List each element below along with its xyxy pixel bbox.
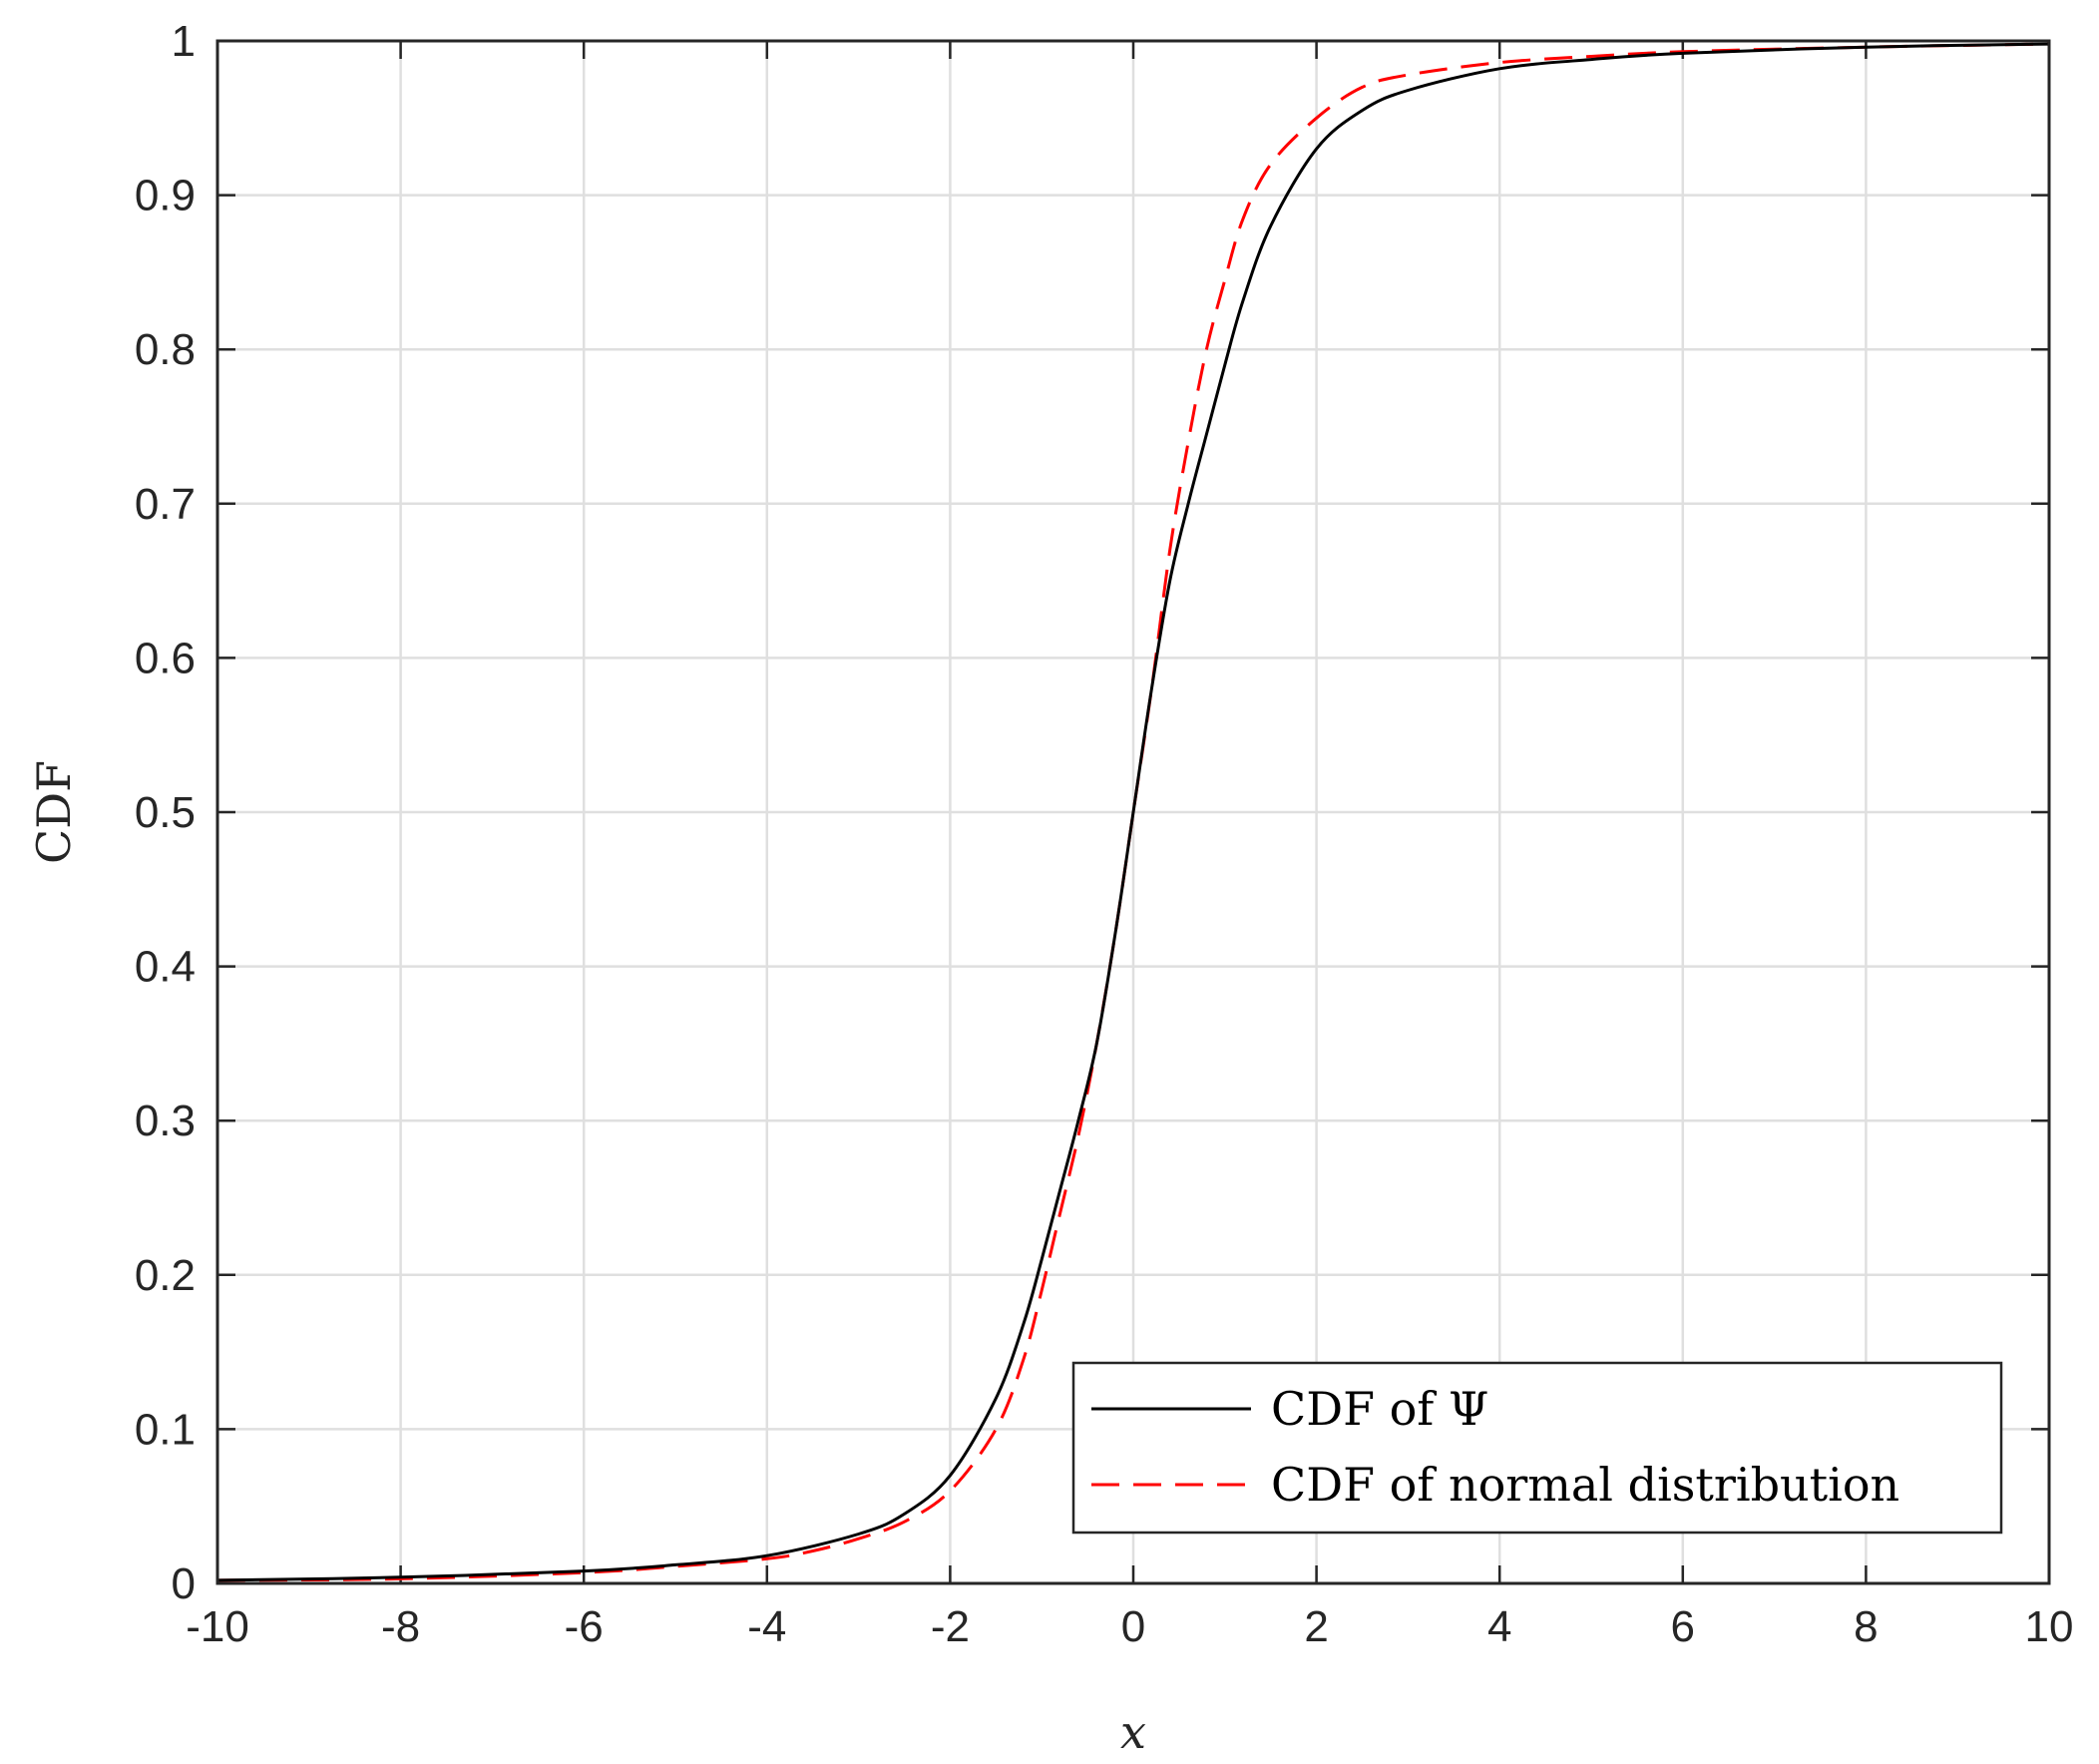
x-tick-label: -4 (747, 1602, 786, 1651)
y-axis-label: CDF (27, 760, 81, 864)
x-tick-label: 8 (1854, 1602, 1878, 1651)
x-tick-label: -6 (565, 1602, 604, 1651)
x-tick-label: 2 (1304, 1602, 1328, 1651)
y-tick-label: 0.2 (135, 1251, 196, 1300)
x-axis-label: x (1120, 1705, 1146, 1759)
series-layer (216, 42, 2050, 1582)
y-tick-labels: 0 0.1 0.2 0.3 0.4 0.5 0.6 0.7 0.8 0.9 1 (135, 17, 196, 1608)
x-tick-label: -10 (186, 1602, 249, 1651)
y-tick-label: 0.7 (135, 480, 196, 529)
y-tick-label: 0.3 (135, 1097, 196, 1145)
legend: CDF of Ψ CDF of normal distribution (1071, 1361, 2003, 1535)
x-tick-labels: -10 -8 -6 -4 -2 0 2 4 6 8 10 (186, 1602, 2073, 1651)
x-tick-label: 4 (1487, 1602, 1511, 1651)
y-tick-label: 0.6 (135, 634, 196, 682)
y-tick-label: 0.4 (135, 943, 196, 992)
y-tick-label: 1 (172, 17, 196, 66)
y-tick-label: 0.1 (135, 1405, 196, 1454)
x-tick-label: -2 (931, 1602, 970, 1651)
grid (217, 41, 2049, 1583)
legend-label-psi: CDF of Ψ (1271, 1382, 1488, 1436)
x-tick-label: 6 (1671, 1602, 1695, 1651)
series-line-psi (216, 42, 2050, 1582)
legend-label-normal: CDF of normal distribution (1271, 1458, 1899, 1512)
y-tick-label: 0.5 (135, 788, 196, 837)
x-tick-label: -8 (381, 1602, 420, 1651)
legend-box (1071, 1361, 2003, 1535)
y-tick-label: 0.9 (135, 172, 196, 220)
x-tick-label: 10 (2025, 1602, 2074, 1651)
y-tick-label: 0 (172, 1559, 196, 1608)
y-tick-label: 0.8 (135, 325, 196, 374)
x-tick-label: 0 (1121, 1602, 1145, 1651)
plot-frame (215, 39, 2051, 1585)
